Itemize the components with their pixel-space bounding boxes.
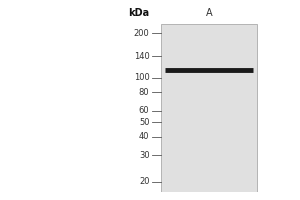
Text: 40: 40 xyxy=(139,132,149,141)
Text: 140: 140 xyxy=(134,52,149,61)
Text: 20: 20 xyxy=(139,177,149,186)
Text: 60: 60 xyxy=(139,106,149,115)
Text: 80: 80 xyxy=(139,88,149,97)
Text: 30: 30 xyxy=(139,151,149,160)
Text: 50: 50 xyxy=(139,118,149,127)
Text: 100: 100 xyxy=(134,73,149,82)
Text: A: A xyxy=(206,8,212,18)
Text: 200: 200 xyxy=(134,29,149,38)
Text: kDa: kDa xyxy=(128,8,149,18)
Bar xyxy=(160,24,257,192)
